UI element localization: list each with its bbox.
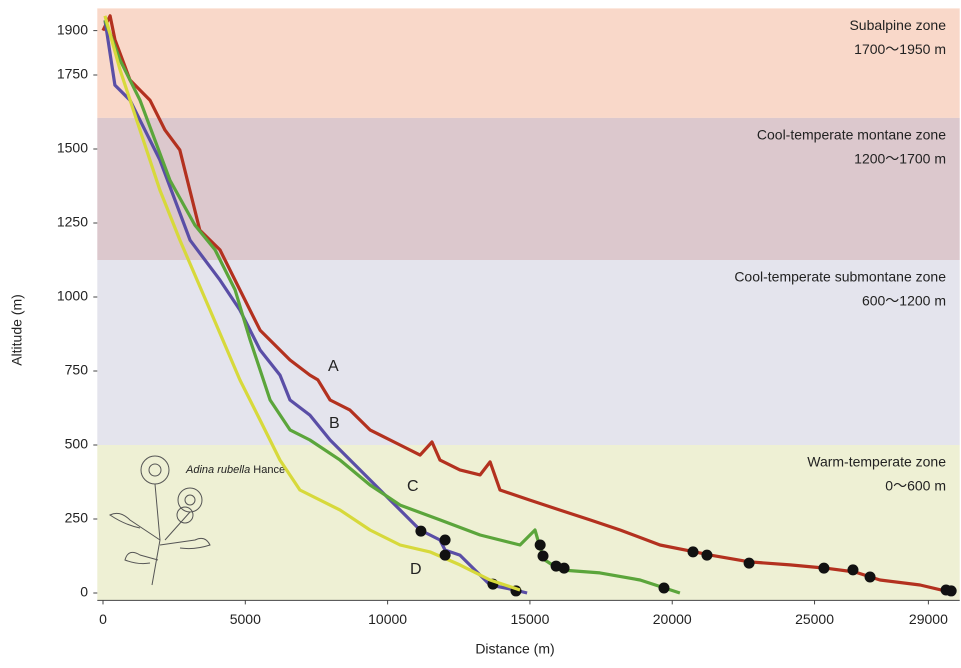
site-marker (658, 582, 669, 593)
x-tick-label: 15000 (510, 611, 549, 627)
site-marker (440, 550, 451, 561)
site-marker (538, 551, 549, 562)
y-tick-label: 500 (65, 436, 89, 452)
zone-name: Cool-temperate submontane zone (734, 269, 946, 285)
chart: Adina rubella Hance Altitude (m) Distanc… (0, 0, 961, 663)
series-label: D (410, 561, 422, 578)
site-marker (415, 526, 426, 537)
y-tick-label: 1750 (57, 66, 88, 82)
x-axis-label: Distance (m) (475, 641, 554, 657)
zone-range: 1700～1950 m (854, 41, 946, 57)
site-marker (688, 546, 699, 557)
site-marker (744, 558, 755, 569)
x-tick-label: 5000 (230, 611, 261, 627)
series-label: A (328, 358, 339, 375)
zone-range: 0～600 m (885, 478, 946, 494)
zone-name: Subalpine zone (849, 17, 946, 33)
site-marker (946, 585, 957, 596)
zone-range: 1200～1700 m (854, 151, 946, 167)
species-label: Adina rubella Hance (185, 464, 285, 476)
x-tick-label: 0 (99, 611, 107, 627)
site-marker (865, 572, 876, 583)
y-tick-label: 1250 (57, 214, 88, 230)
site-marker (535, 540, 546, 551)
site-marker (559, 563, 570, 574)
series-label: B (329, 415, 340, 432)
y-tick-label: 250 (65, 510, 89, 526)
zone-band (97, 8, 959, 118)
y-tick-label: 750 (65, 362, 89, 378)
x-tick-label: 25000 (795, 611, 834, 627)
y-tick-label: 1500 (57, 140, 88, 156)
site-marker (701, 550, 712, 561)
site-marker (818, 563, 829, 574)
x-tick-label: 29000 (909, 611, 948, 627)
y-tick-label: 1900 (57, 21, 88, 37)
site-marker (440, 535, 451, 546)
species-name: Adina rubella (185, 464, 250, 476)
y-axis-label: Altitude (m) (9, 294, 25, 366)
zone-name: Cool-temperate montane zone (757, 127, 946, 143)
x-tick-label: 20000 (653, 611, 692, 627)
y-tick-label: 0 (80, 584, 88, 600)
zone-name: Warm-temperate zone (807, 454, 946, 470)
x-tick-label: 10000 (368, 611, 407, 627)
zones (97, 8, 959, 600)
site-marker (847, 564, 858, 575)
series-label: C (407, 478, 419, 495)
zone-range: 600～1200 m (862, 293, 946, 309)
y-tick-label: 1000 (57, 288, 88, 304)
species-author: Hance (253, 464, 285, 476)
